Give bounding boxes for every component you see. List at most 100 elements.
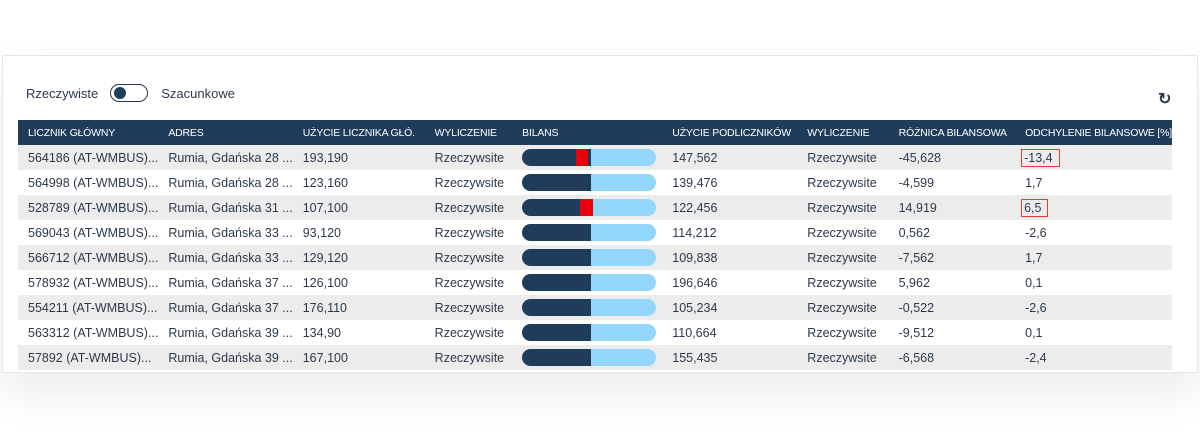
balance-bar: [522, 249, 657, 266]
col-sub-usage[interactable]: UŻYCIE PODLICZNIKÓW: [672, 126, 791, 139]
main-usage: 123,160: [302, 175, 348, 190]
calculation: Rzeczywsite: [434, 175, 505, 190]
calculation-2: Rzeczywsite: [807, 225, 877, 240]
deviation-flagged: 6,5: [1021, 198, 1049, 217]
balance-difference: -0,522: [898, 300, 935, 315]
address: Rumia, Gdańska 39 ...: [168, 325, 293, 340]
sub-usage: 155,435: [672, 350, 718, 365]
toggle-label-actual[interactable]: Rzeczywiste: [26, 85, 99, 101]
table-row[interactable]: 554211 (AT-WMBUS)... Rumia, Gdańska 37 ..…: [18, 295, 1172, 320]
balance-bar: [522, 224, 657, 241]
main-meter: 563312 (AT-WMBUS)...: [28, 325, 159, 340]
deviation: -2,6: [1025, 300, 1047, 315]
col-calculation[interactable]: WYLICZENIE: [434, 126, 497, 139]
balance-bar: [522, 174, 657, 191]
deviation: 0,1: [1025, 325, 1043, 340]
balance-bar: [522, 274, 657, 291]
balance-cell: [512, 195, 662, 220]
col-calculation-2[interactable]: WYLICZENIE: [807, 126, 870, 139]
address: Rumia, Gdańska 31 ...: [168, 200, 293, 215]
main-meter: 569043 (AT-WMBUS)...: [28, 225, 159, 240]
balance-cell: [512, 295, 662, 320]
main-usage: 107,100: [302, 200, 348, 215]
calculation-2: Rzeczywsite: [807, 275, 877, 290]
sub-usage: 147,562: [672, 150, 718, 165]
table-row[interactable]: 57892 (AT-WMBUS)... Rumia, Gdańska 39 ...…: [18, 345, 1172, 370]
main-usage: 134,90: [302, 325, 341, 340]
calculation-2: Rzeczywsite: [807, 150, 877, 165]
calculation-2: Rzeczywsite: [807, 200, 877, 215]
calculation-2: Rzeczywsite: [807, 300, 877, 315]
deviation-flagged: -13,4: [1021, 148, 1060, 167]
deviation: 1,7: [1025, 175, 1043, 190]
main-meter: 554211 (AT-WMBUS)...: [28, 300, 158, 315]
deviation: -2,6: [1025, 225, 1047, 240]
table-row[interactable]: 569043 (AT-WMBUS)... Rumia, Gdańska 33 ..…: [18, 220, 1172, 245]
col-balance-deviation[interactable]: ODCHYLENIE BILANSOWE [%]: [1025, 126, 1172, 139]
table-row[interactable]: 564998 (AT-WMBUS)... Rumia, Gdańska 28 ..…: [18, 170, 1172, 195]
data-source-switch[interactable]: [110, 84, 149, 102]
main-usage: 167,100: [302, 350, 348, 365]
toggle-label-estimated[interactable]: Szacunkowe: [161, 85, 235, 101]
balance-cell: [512, 220, 662, 245]
balance-bar-main: [522, 149, 591, 166]
table-row[interactable]: 566712 (AT-WMBUS)... Rumia, Gdańska 33 ..…: [18, 245, 1172, 270]
calculation-2: Rzeczywsite: [807, 250, 877, 265]
main-meter: 566712 (AT-WMBUS)...: [28, 250, 159, 265]
calculation: Rzeczywsite: [434, 150, 505, 165]
table-row[interactable]: 563312 (AT-WMBUS)... Rumia, Gdańska 39 ..…: [18, 320, 1172, 345]
balance-difference: -7,562: [898, 250, 935, 265]
balance-bar: [522, 199, 657, 216]
balance-deviation-cell: 0,1: [1015, 270, 1172, 295]
refresh-icon[interactable]: ↻: [1158, 91, 1172, 108]
balance-bar-main: [522, 249, 591, 266]
balance-difference: 0,562: [898, 225, 930, 240]
balance-cell: [512, 270, 662, 295]
balance-deviation-cell: -13,4: [1015, 145, 1172, 170]
main-meter: 57892 (AT-WMBUS)...: [28, 350, 152, 365]
balance-bar-main: [522, 174, 591, 191]
address: Rumia, Gdańska 37 ...: [168, 300, 293, 315]
balance-difference: 14,919: [898, 200, 937, 215]
calculation: Rzeczywsite: [434, 350, 505, 365]
balance-bar-main: [522, 199, 594, 216]
data-source-toggle: Rzeczywiste Szacunkowe: [26, 82, 235, 104]
table-row[interactable]: 564186 (AT-WMBUS)... Rumia, Gdańska 28 ..…: [18, 145, 1172, 170]
sub-usage: 114,212: [672, 225, 717, 240]
calculation: Rzeczywsite: [434, 225, 505, 240]
sub-usage: 110,664: [672, 325, 717, 340]
address: Rumia, Gdańska 37 ...: [168, 275, 293, 290]
calculation: Rzeczywsite: [434, 275, 505, 290]
address: Rumia, Gdańska 28 ...: [168, 150, 293, 165]
balance-deviation-cell: 1,7: [1015, 170, 1172, 195]
balance-bar-main: [522, 324, 591, 341]
sub-usage: 196,646: [672, 275, 718, 290]
calculation: Rzeczywsite: [434, 300, 505, 315]
main-usage: 193,190: [302, 150, 348, 165]
calculation-2: Rzeczywsite: [807, 325, 877, 340]
table-row[interactable]: 528789 (AT-WMBUS)... Rumia, Gdańska 31 ..…: [18, 195, 1172, 220]
deviation: 0,1: [1025, 275, 1043, 290]
calculation: Rzeczywsite: [434, 250, 505, 265]
calculation-2: Rzeczywsite: [807, 175, 877, 190]
col-balance[interactable]: BILANS: [522, 126, 559, 139]
col-main-usage[interactable]: UŻYCIE LICZNIKA GŁÓ.: [302, 126, 415, 139]
main-meter: 564186 (AT-WMBUS)...: [28, 150, 159, 165]
deviation: 1,7: [1025, 250, 1043, 265]
sub-usage: 122,456: [672, 200, 718, 215]
address: Rumia, Gdańska 33 ...: [168, 225, 293, 240]
balance-deviation-cell: 0,1: [1015, 320, 1172, 345]
balance-cell: [512, 245, 662, 270]
table-row[interactable]: 578932 (AT-WMBUS)... Rumia, Gdańska 37 ..…: [18, 270, 1172, 295]
balance-bar: [522, 299, 657, 316]
col-balance-difference[interactable]: RÓŻNICA BILANSOWA: [898, 126, 1007, 139]
balance-cell: [512, 170, 662, 195]
balance-difference: -6,568: [898, 350, 935, 365]
address: Rumia, Gdańska 39 ...: [168, 350, 293, 365]
sub-usage: 139,476: [672, 175, 718, 190]
col-address[interactable]: ADRES: [168, 126, 204, 139]
col-main-meter[interactable]: LICZNIK GŁÓWNY: [28, 126, 116, 139]
main-usage: 176,110: [302, 300, 347, 315]
balance-alert-marker: [575, 149, 588, 166]
calculation: Rzeczywsite: [434, 200, 505, 215]
